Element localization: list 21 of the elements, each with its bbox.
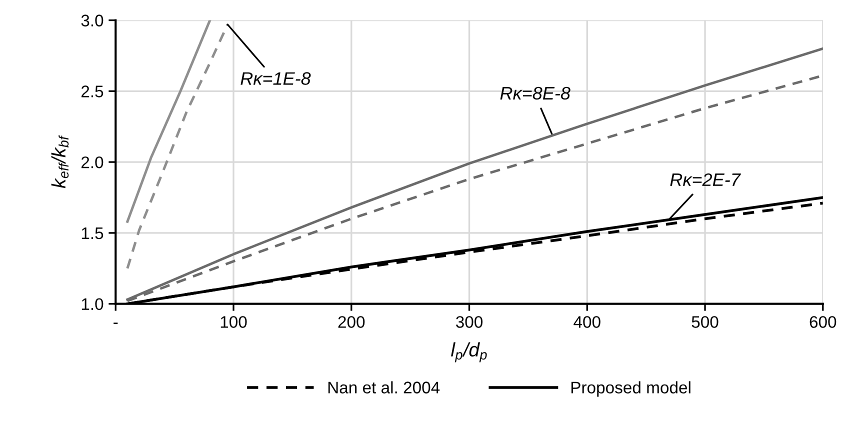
annotation: Rκ=2E-7 xyxy=(670,173,741,186)
line-series xyxy=(126,23,229,270)
x-tick-label: - xyxy=(114,322,118,324)
x-tick-label: 500 xyxy=(692,316,718,328)
y-tick-label: 2.5 xyxy=(81,86,104,98)
annotation: Rκ=8E-8 xyxy=(500,86,570,100)
x-tick-label: 300 xyxy=(456,316,483,328)
x-tick-label: 600 xyxy=(810,316,836,328)
y-tick-label: 1.5 xyxy=(82,228,104,240)
y-tick-label: 1.0 xyxy=(82,298,104,310)
y-tick-label: 2.0 xyxy=(81,156,104,168)
x-tick-label: 400 xyxy=(574,316,600,328)
y-axis-title: k$_{eff}$/k$_{bf}$ xyxy=(51,135,69,188)
y-tick-label: 3.0 xyxy=(81,14,104,26)
x-tick-label: 200 xyxy=(338,316,365,328)
legend-label: Proposed model xyxy=(571,381,690,397)
legend-label: Nan et al. 2004 xyxy=(328,381,440,394)
annotation: Rκ=1E-8 xyxy=(240,72,311,85)
x-axis-title: l$_{p}$/d$_{p}$ xyxy=(451,342,487,362)
x-tick-label: 100 xyxy=(220,316,247,328)
line-series xyxy=(126,20,212,223)
